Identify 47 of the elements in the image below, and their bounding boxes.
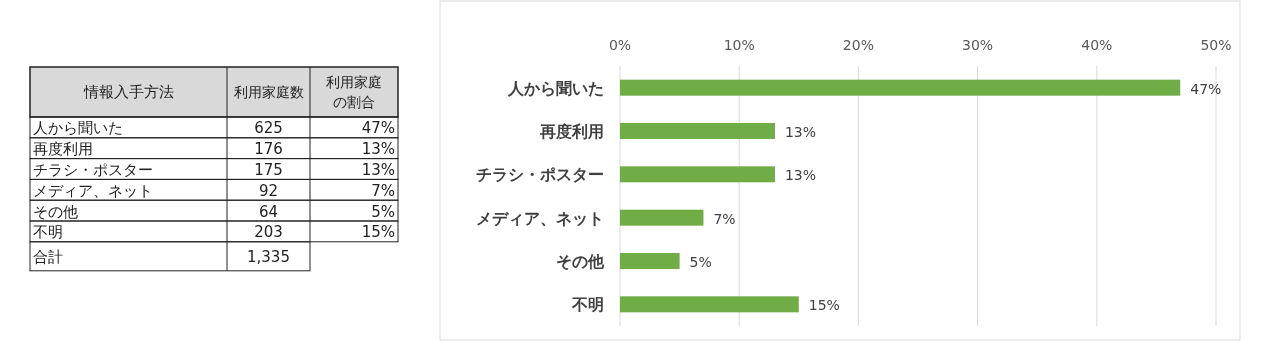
text: 利用家庭の割合 <box>326 74 382 110</box>
bar <box>620 123 775 139</box>
x-tick-label: 0% <box>608 37 632 53</box>
data-label: 176 <box>254 140 283 159</box>
bar <box>620 296 799 313</box>
data-label: 47% <box>1190 80 1222 97</box>
data-label: 13% <box>361 161 395 179</box>
category-label: チラシ・ポスター <box>33 161 153 179</box>
data-label: 5% <box>689 254 712 270</box>
category-label: メディア、ネット <box>33 181 153 200</box>
text: 利用家庭数 <box>233 84 304 100</box>
bar <box>620 209 704 226</box>
bar <box>620 253 680 269</box>
data-label: 64 <box>258 202 279 221</box>
data-label: 13% <box>784 167 817 184</box>
x-tick-label: 50% <box>1200 37 1232 53</box>
x-tick-label: 10% <box>723 37 755 53</box>
y-tick-label: メディア、ネット <box>476 208 604 228</box>
y-tick-label: 不明 <box>571 295 604 315</box>
data-label: 47% <box>361 119 395 138</box>
category-label: 人から聞いた <box>33 119 123 138</box>
y-tick-label: その他 <box>556 252 605 271</box>
text: 情報入手方法 <box>82 83 174 101</box>
bar <box>620 79 1181 96</box>
x-tick-label: 30% <box>962 37 994 53</box>
category-label: その他 <box>33 202 78 221</box>
data-label: 13% <box>361 140 395 159</box>
bar <box>620 166 775 183</box>
data-label: 92 <box>258 181 279 200</box>
y-tick-label: 人から聞いた <box>507 78 604 98</box>
y-tick-label: 再度利用 <box>539 122 604 141</box>
data-label: 175 <box>254 161 283 179</box>
x-tick-label: 20% <box>842 37 874 53</box>
data-label: 625 <box>254 119 283 138</box>
data-label: 5% <box>371 202 395 221</box>
data-label: 203 <box>254 223 283 242</box>
data-label: 7% <box>371 181 395 200</box>
category-label: 再度利用 <box>33 140 93 159</box>
data-label: 7% <box>713 210 736 227</box>
data-label: 15% <box>361 223 395 242</box>
data-label: 13% <box>784 124 817 140</box>
data-label: 15% <box>808 297 840 314</box>
x-tick-label: 40% <box>1081 37 1113 53</box>
category-label: 不明 <box>33 223 63 242</box>
y-tick-label: チラシ・ポスター <box>476 165 604 185</box>
category-label: 合計 <box>33 248 63 267</box>
data-label: 1,335 <box>247 248 290 267</box>
